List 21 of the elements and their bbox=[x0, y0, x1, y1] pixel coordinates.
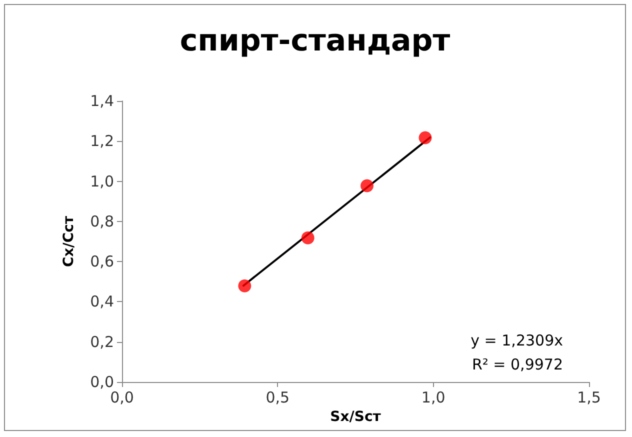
y-tick-label: 1,0 bbox=[90, 172, 114, 190]
x-tick-label: 0,5 bbox=[266, 388, 290, 406]
annotation: y = 1,2309x bbox=[470, 332, 564, 350]
x-axis-title: Sx/Sст bbox=[330, 408, 382, 425]
y-tick-label: 0,0 bbox=[90, 373, 114, 391]
point bbox=[301, 231, 314, 244]
annotation: R² = 0,9972 bbox=[472, 356, 564, 374]
y-tick-label: 1,2 bbox=[90, 132, 114, 150]
x-tick-label: 1,0 bbox=[421, 388, 446, 406]
point bbox=[418, 131, 432, 144]
y-axis-title: Cx/Cст bbox=[61, 215, 77, 268]
x-tick-label: 1,5 bbox=[577, 388, 601, 406]
y-tick-label: 0,4 bbox=[90, 292, 114, 311]
y-tick-label: 0,6 bbox=[90, 252, 114, 271]
chart-title: спирт-стандарт bbox=[180, 24, 451, 58]
point bbox=[238, 279, 252, 292]
y-tick-label: 0,2 bbox=[90, 332, 114, 351]
x-tick-label: 0,0 bbox=[110, 388, 134, 406]
point bbox=[360, 179, 374, 192]
y-tick-label: 1,4 bbox=[90, 92, 114, 110]
y-tick-label: 0,8 bbox=[90, 212, 114, 230]
